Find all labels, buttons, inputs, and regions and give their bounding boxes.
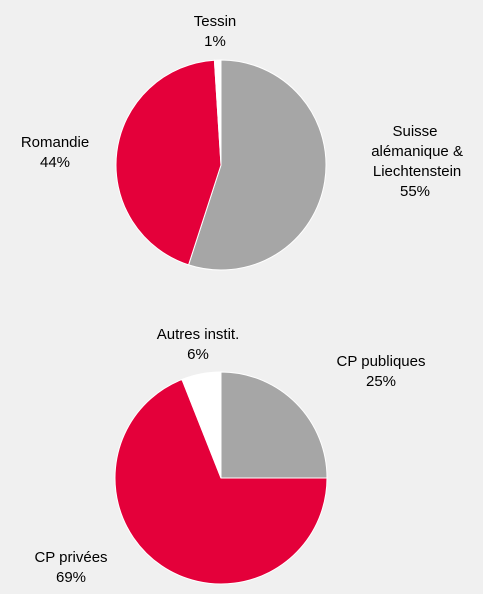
- slice-label: Romandie: [21, 134, 89, 151]
- slice-label: Suisse alémanique & Liechtenstein: [367, 123, 463, 180]
- pie-slice: [213, 59, 222, 166]
- pie-slice: [115, 59, 222, 266]
- slice-value-label: 55%: [400, 183, 430, 200]
- slice-label: CP publiques: [337, 353, 426, 370]
- slice-value-label: 1%: [204, 33, 226, 50]
- pie-chart: CP publiques 25% CP privées 69% Autres insti…: [34, 326, 425, 586]
- slice-value-label: 69%: [56, 569, 86, 586]
- slice-label: Autres instit.: [157, 326, 240, 343]
- slice-label: Tessin: [194, 13, 237, 30]
- pie-slice: [114, 378, 328, 585]
- pie-chart: Suisse alémanique & Liechtenstein 55% Roma…: [21, 13, 463, 271]
- pie-slice: [181, 371, 222, 479]
- slice-value-label: 44%: [40, 154, 70, 171]
- slice-value-label: 6%: [187, 346, 209, 363]
- pie-slice: [220, 371, 328, 479]
- slice-label: CP privées: [34, 549, 107, 566]
- slice-value-label: 25%: [366, 373, 396, 390]
- pie-slice: [187, 59, 327, 271]
